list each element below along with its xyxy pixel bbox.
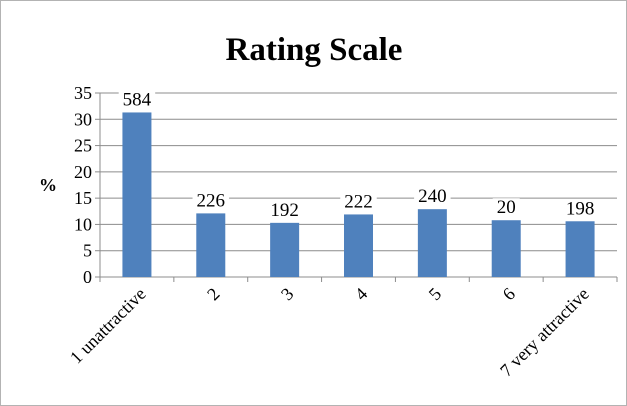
data-label: 240	[418, 186, 447, 207]
x-tick-label: 1 unattractive	[66, 284, 150, 368]
data-label: 198	[566, 198, 595, 219]
x-tick-label: 2	[203, 284, 224, 305]
data-label-bg	[118, 90, 156, 110]
bar	[270, 222, 300, 277]
data-label-bg	[192, 191, 230, 211]
y-tick-label: 25	[74, 136, 92, 156]
data-labels: 584 226 192 222 240 20 198	[118, 89, 599, 221]
x-tick-label: 4	[351, 284, 372, 305]
y-tick-label: 15	[74, 188, 92, 208]
data-label-bg	[340, 192, 377, 212]
y-tick-label: 20	[74, 162, 92, 182]
y-tick-label: 10	[74, 214, 92, 234]
bar	[122, 112, 152, 277]
y-tick-label: 0	[83, 267, 92, 287]
data-label: 192	[270, 200, 299, 221]
data-label-bg	[561, 199, 599, 219]
y-tick-label: 35	[74, 83, 92, 103]
y-tick-label: 5	[83, 241, 92, 261]
data-label-bg	[266, 200, 303, 220]
bar	[196, 213, 226, 277]
bar	[417, 209, 447, 277]
x-tick-label: 5	[425, 284, 446, 305]
bar	[491, 220, 521, 277]
data-label: 222	[344, 191, 373, 212]
data-label-bg	[492, 198, 520, 218]
data-label: 20	[497, 197, 516, 218]
x-tick-label: 3	[277, 284, 298, 305]
x-tick-label: 6	[499, 284, 520, 305]
bar	[565, 221, 595, 277]
bars	[122, 112, 595, 277]
data-label: 226	[197, 190, 226, 211]
data-label: 584	[123, 89, 152, 110]
x-tick-labels: 1 unattractive 2 3 4 5 67 very attractive	[66, 284, 593, 381]
y-axis-label: %	[39, 175, 57, 195]
chart-title: Rating Scale	[226, 32, 403, 68]
axes: 0 5 10 15 20 25 30 35	[74, 83, 618, 287]
data-label-bg	[414, 187, 451, 207]
y-tick-label: 30	[74, 109, 92, 129]
bar	[344, 214, 373, 277]
